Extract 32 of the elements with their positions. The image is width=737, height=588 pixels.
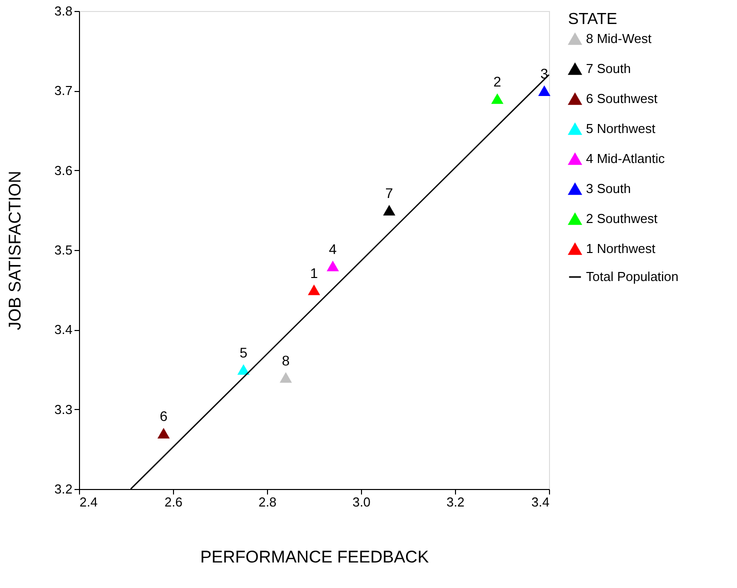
legend-label: 7 South <box>586 61 631 76</box>
y-tick-label: 3.6 <box>54 162 72 178</box>
x-tick-label: 2.4 <box>80 494 98 510</box>
legend-label: 5 Northwest <box>586 121 656 136</box>
y-tick-label: 3.4 <box>54 322 72 338</box>
x-tick-label: 3.2 <box>446 494 465 510</box>
legend-label: 3 South <box>586 181 631 196</box>
y-tick-label: 3.2 <box>54 482 72 496</box>
legend-label: 6 Southwest <box>586 91 658 106</box>
x-tick-label: 2.8 <box>258 494 277 510</box>
annotation: 6 <box>160 408 168 424</box>
legend-label: 2 Southwest <box>586 211 658 226</box>
y-tick-label: 3.7 <box>54 83 72 98</box>
legend-label: 8 Mid-West <box>586 31 652 46</box>
x-tick-label: 2.6 <box>164 494 183 510</box>
annotation: 8 <box>282 352 290 368</box>
y-axis-title: JOB SATISFACTION <box>5 170 24 330</box>
legend-label: Total Population <box>586 269 679 284</box>
annotation: 2 <box>493 74 502 90</box>
annotation: 1 <box>310 264 318 281</box>
annotation: 4 <box>328 240 337 257</box>
annotation: 5 <box>240 344 248 360</box>
x-tick-label: 3.4 <box>531 494 550 510</box>
x-tick-label: 3.0 <box>352 494 371 510</box>
annotation: 7 <box>385 185 394 202</box>
legend-label: 4 Mid-Atlantic <box>586 151 666 166</box>
x-axis-title: PERFORMANCE FEEDBACK <box>200 548 430 566</box>
legend-title: STATE <box>568 11 618 28</box>
y-tick-label: 3.3 <box>54 402 72 417</box>
y-tick-label: 3.5 <box>54 242 72 258</box>
legend-label: 1 Northwest <box>586 241 656 256</box>
y-tick-label: 3.8 <box>54 4 72 18</box>
